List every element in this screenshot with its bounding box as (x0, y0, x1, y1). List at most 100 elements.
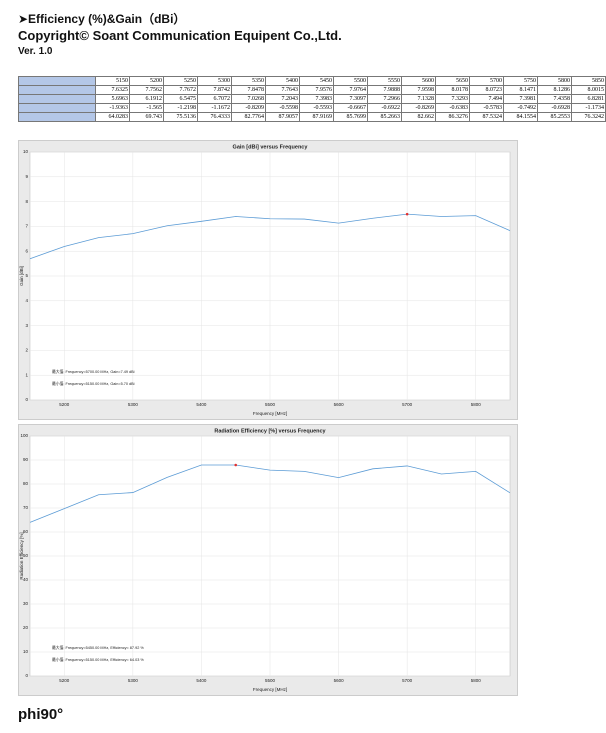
table-cell: 5.6963 (95, 94, 130, 104)
table-cell: -0.6922 (367, 103, 402, 113)
y-tick-label: 40 (23, 577, 29, 582)
table-cell: 76.3242 (571, 112, 606, 122)
data-line (29, 464, 511, 523)
y-axis-label: Gain [dBi] (19, 266, 24, 286)
y-tick-label: 9 (25, 174, 28, 179)
gain-chart: Gain [dBi] versus Frequency Frequency [MH… (18, 140, 518, 420)
x-tick-label: 5300 (128, 402, 139, 407)
table-cell: 5350 (231, 76, 266, 86)
table-cell: 87.9057 (265, 112, 300, 122)
y-tick-label: 3 (25, 323, 28, 328)
table-cell: 7.3983 (299, 94, 334, 104)
row-label-cell (18, 76, 96, 86)
y-tick-label: 30 (23, 601, 29, 606)
table-cell: 7.7562 (129, 85, 164, 95)
y-tick-label: 10 (23, 149, 29, 154)
table-cell: 7.0268 (231, 94, 266, 104)
title: ➤Efficiency (%)&Gain（dBi） (18, 12, 186, 26)
copyright: Copyright© Soant Communication Equipent … (18, 28, 342, 43)
table-cell: 7.7643 (265, 85, 300, 95)
table-cell: 5800 (537, 76, 572, 86)
data-line (29, 213, 511, 260)
x-tick-label: 5600 (334, 678, 345, 683)
table-cell: 7.4358 (537, 94, 572, 104)
table-cell: 6.8281 (571, 94, 606, 104)
y-tick-label: 5 (25, 273, 28, 278)
table-cell: 8.0723 (469, 85, 504, 95)
row-label-cell (18, 85, 96, 95)
table-cell: 82.7764 (231, 112, 266, 122)
table-cell: 5750 (503, 76, 538, 86)
table-cell: 82.662 (401, 112, 436, 122)
table-cell: 7.9764 (333, 85, 368, 95)
table-row: 7.6325 7.7562 7.7672 7.8742 7.8478 7.7643 7.95… (18, 85, 606, 95)
x-tick-label: 5700 (402, 402, 413, 407)
efficiency-chart: Radiation Efficiency [%] versus Frequenc… (18, 424, 518, 696)
table-cell: -1.9363 (95, 103, 130, 113)
table-cell: -1.1734 (571, 103, 606, 113)
table-cell: 5200 (129, 76, 164, 86)
table-cell: 7.2043 (265, 94, 300, 104)
table-cell: -0.5593 (299, 103, 334, 113)
table-cell: -0.6928 (537, 103, 572, 113)
table-cell: 86.3276 (435, 112, 470, 122)
x-tick-label: 5500 (265, 402, 276, 407)
table-row: -1.9363 -1.565 -1.2198 -1.1672 -0.8209 -0.559… (18, 103, 606, 113)
x-tick-label: 5800 (471, 402, 482, 407)
y-tick-label: 90 (23, 457, 29, 462)
y-tick-label: 60 (23, 529, 29, 534)
x-tick-label: 5400 (196, 678, 207, 683)
footer: phi90° (18, 706, 64, 723)
table-cell: 7.2966 (367, 94, 402, 104)
table-cell: 87.5324 (469, 112, 504, 122)
table-cell: 5700 (469, 76, 504, 86)
chart-title: Gain [dBi] versus Frequency (233, 144, 309, 150)
chart-title: Radiation Efficiency [%] versus Frequenc… (214, 428, 326, 434)
table-cell: -0.6667 (333, 103, 368, 113)
y-tick-label: 0 (25, 397, 28, 402)
max-marker (234, 463, 238, 467)
table-cell: 5150 (95, 76, 130, 86)
table-cell: 84.1554 (503, 112, 538, 122)
row-label-cell (18, 94, 96, 104)
table-cell: 85.2553 (537, 112, 572, 122)
table-cell: 85.2663 (367, 112, 402, 122)
y-tick-label: 1 (25, 372, 28, 377)
table-cell: 75.5136 (163, 112, 198, 122)
y-tick-label: 4 (25, 298, 28, 303)
annotation: 最大值: Frequency=5700.00 MHz, Gain=7.49 dB… (52, 369, 135, 374)
table-cell: 5450 (299, 76, 334, 86)
x-tick-label: 5800 (471, 678, 482, 683)
table-cell: 64.0283 (95, 112, 130, 122)
table-cell: -0.8269 (401, 103, 436, 113)
table-cell: 7.3097 (333, 94, 368, 104)
y-tick-label: 20 (23, 625, 29, 630)
x-tick-label: 5300 (128, 678, 139, 683)
table-cell: -1.1672 (197, 103, 232, 113)
y-tick-label: 6 (25, 248, 28, 253)
row-label-cell (18, 112, 96, 122)
table-cell: 7.3981 (503, 94, 538, 104)
table-cell: -1.2198 (163, 103, 198, 113)
table-cell: 5500 (333, 76, 368, 86)
table-cell: 5600 (401, 76, 436, 86)
table-row: 64.0283 69.743 75.5136 76.4333 82.7764 87.905… (18, 112, 606, 122)
table-cell: 5300 (197, 76, 232, 86)
table-row: 5150 5200 5250 5300 5350 5400 5450 5500 5550 5600… (18, 76, 606, 86)
table-cell: -0.5598 (265, 103, 300, 113)
table-cell: 8.0178 (435, 85, 470, 95)
y-tick-label: 70 (23, 505, 29, 510)
data-table: 5150 5200 5250 5300 5350 5400 5450 5500 5550 5600… (18, 76, 606, 122)
y-tick-label: 8 (25, 199, 28, 204)
table-cell: -0.7492 (503, 103, 538, 113)
y-axis-label: Radiation Efficiency [%] (19, 532, 24, 579)
x-tick-label: 5200 (59, 678, 70, 683)
version: Ver. 1.0 (18, 46, 53, 57)
x-axis-label: Frequency [MHz] (253, 687, 287, 692)
x-axis-label: Frequency [MHz] (253, 411, 287, 416)
x-tick-label: 5700 (402, 678, 413, 683)
table-cell: 5250 (163, 76, 198, 86)
y-tick-label: 7 (25, 224, 28, 229)
table-cell: 6.5475 (163, 94, 198, 104)
